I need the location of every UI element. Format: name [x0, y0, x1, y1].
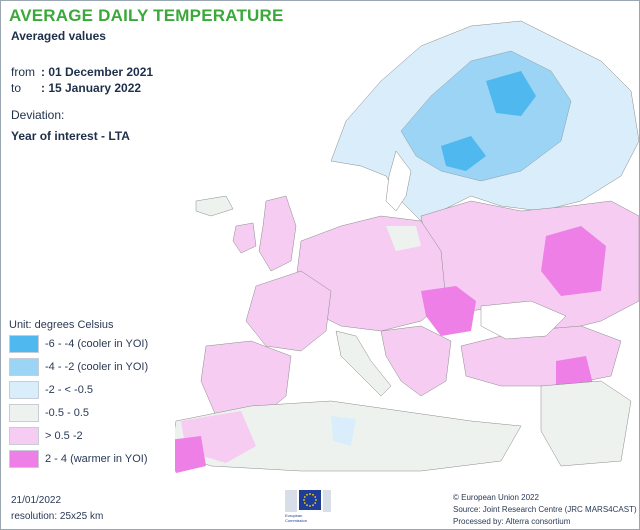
legend-swatch — [9, 335, 39, 353]
region-balkans — [380, 325, 452, 397]
legend-label: 2 - 4 (warmer in YOI) — [45, 453, 148, 465]
to-value: : 15 January 2022 — [41, 81, 142, 95]
eu-star — [314, 496, 317, 498]
from-value: : 01 December 2021 — [41, 65, 154, 79]
eu-flag — [299, 490, 321, 510]
region-france — [245, 270, 332, 352]
deviation-label: Deviation: — [11, 108, 65, 122]
eu-star — [314, 502, 317, 504]
legend-item: > 0.5 -2 — [9, 427, 175, 447]
region-ireland — [232, 222, 257, 254]
black-sea — [480, 300, 567, 340]
logo-building-left — [285, 490, 297, 512]
legend-swatch — [9, 381, 39, 399]
eu-star — [312, 504, 314, 507]
legend-label: > 0.5 -2 — [45, 430, 83, 442]
region-italy — [335, 330, 392, 397]
legend-item: -6 - -4 (cooler in YOI) — [9, 335, 175, 355]
legend-label: -2 - < -0.5 — [45, 384, 93, 396]
region-volga-warmer — [541, 226, 606, 296]
eu-star — [312, 493, 314, 496]
issue-date: 21/01/2022 — [11, 495, 62, 506]
legend-item: -4 - -2 (cooler in YOI) — [9, 358, 175, 378]
processed-by: Processed by: Alterra consortium — [453, 517, 571, 526]
legend-swatch — [9, 427, 39, 445]
region-finland-coldest — [441, 136, 486, 171]
eu-star — [309, 505, 311, 507]
from-label: from — [11, 65, 35, 79]
source: Source: Joint Research Centre (JRC MARS4… — [453, 505, 637, 514]
eu-star — [306, 493, 308, 496]
logo-building-right — [323, 490, 331, 512]
region-tunisia-cool — [331, 416, 356, 446]
to-label: to — [11, 81, 22, 95]
legend-item: 2 - 4 (warmer in YOI) — [9, 450, 175, 470]
eu-star — [309, 493, 311, 495]
legend-item: -0.5 - 0.5 — [9, 404, 175, 424]
eu-star — [303, 502, 306, 504]
baltic-sea — [385, 150, 412, 212]
eu-flag-stars — [303, 493, 317, 507]
region-middle-east — [540, 380, 632, 467]
map-title: AVERAGE DAILY TEMPERATURE — [9, 6, 284, 25]
eu-star — [303, 496, 306, 498]
region-baltic-neutral — [386, 226, 421, 251]
logo-text-line2: Commission — [285, 518, 308, 523]
resolution: resolution: 25x25 km — [11, 511, 104, 522]
region-romania-warmer — [421, 286, 476, 336]
legend-label: -6 - -4 (cooler in YOI) — [45, 338, 149, 350]
copyright: © European Union 2022 — [453, 493, 539, 502]
legend-label: -0.5 - 0.5 — [45, 407, 90, 419]
eu-star — [303, 499, 305, 501]
logo-text-line1: European — [285, 513, 303, 518]
map-subtitle: Averaged values — [11, 29, 106, 43]
legend-label: -4 - -2 (cooler in YOI) — [45, 361, 149, 373]
deviation-value: Year of interest - LTA — [11, 129, 130, 143]
legend-swatch — [9, 450, 39, 468]
european-commission-logo — [285, 490, 331, 512]
logo-text: European Commission — [285, 513, 307, 523]
region-iceland — [195, 195, 234, 217]
legend-item: -2 - < -0.5 — [9, 381, 175, 401]
legend-swatch — [9, 404, 39, 422]
legend: Unit: degrees Celsius -6 - -4 (cooler in… — [5, 317, 175, 475]
legend-unit: Unit: degrees Celsius — [9, 319, 114, 331]
eu-star — [315, 499, 317, 501]
eu-star — [306, 504, 308, 507]
region-north-coldest — [486, 71, 536, 116]
region-britain — [258, 195, 297, 272]
legend-swatch — [9, 358, 39, 376]
